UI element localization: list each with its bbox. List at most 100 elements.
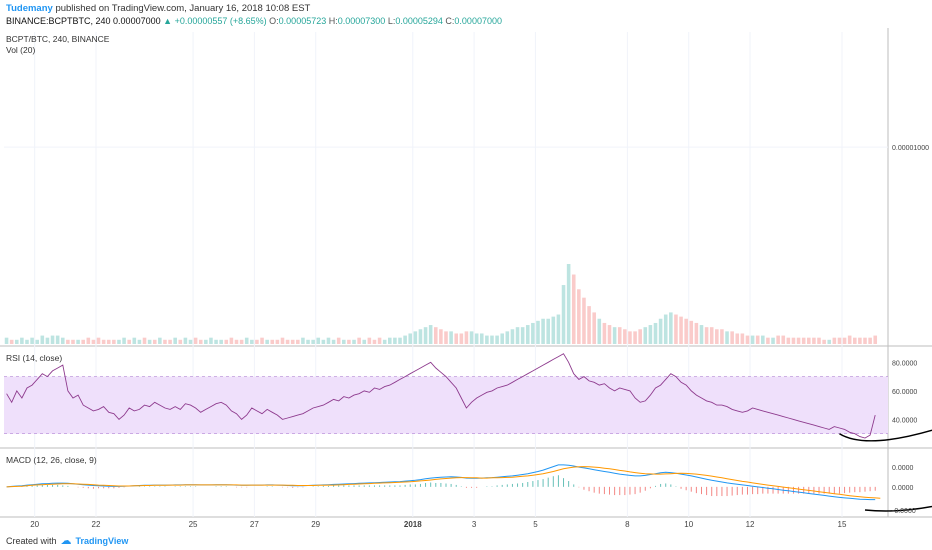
volume-bar xyxy=(525,325,530,344)
volume-bar xyxy=(515,327,520,344)
volume-bar xyxy=(847,335,852,344)
rsi-line xyxy=(6,353,876,439)
volume-bar xyxy=(183,337,188,344)
volume-bar xyxy=(352,339,356,344)
low-value: 0.00005294 xyxy=(395,16,443,26)
volume-bar xyxy=(96,337,101,344)
volume-bar xyxy=(398,337,402,344)
volume-bar xyxy=(296,339,300,344)
volume-bar xyxy=(311,339,315,344)
axes: 0.000150000.000140000.000130000.00012000… xyxy=(30,145,929,529)
volume-bar xyxy=(817,337,821,344)
volume-bar xyxy=(801,337,806,344)
macd-tick-label: 0.0000 xyxy=(892,485,914,492)
volume-bar xyxy=(715,329,719,344)
volume-bar xyxy=(362,339,367,344)
volume-bar xyxy=(342,339,346,344)
volume-bar xyxy=(505,331,510,344)
open-label: O: xyxy=(269,16,279,26)
volume-bar xyxy=(755,335,760,344)
macd-pane xyxy=(6,464,932,512)
time-tick-label: 29 xyxy=(311,520,320,529)
volume-bar xyxy=(428,325,433,344)
volume-bar xyxy=(285,339,290,344)
created-with-text: Created with xyxy=(6,535,57,546)
volume-bar xyxy=(745,335,750,344)
volume-bar xyxy=(674,314,678,344)
volume-bar xyxy=(827,339,832,344)
volume-bar xyxy=(439,329,443,344)
volume-bar xyxy=(173,337,177,344)
rsi-arc-annotation xyxy=(839,429,932,442)
volume-bar xyxy=(117,339,121,344)
volume-bar xyxy=(791,337,796,344)
volume-bar xyxy=(76,339,80,344)
volume-bar xyxy=(597,318,602,344)
volume-bar xyxy=(321,339,326,344)
volume-bar xyxy=(766,337,770,344)
volume-bar xyxy=(771,337,775,344)
volume-bar xyxy=(403,335,407,344)
high-value: 0.00007300 xyxy=(337,16,386,26)
volume-bar xyxy=(786,337,791,344)
volume-bar xyxy=(812,337,816,344)
volume-bar xyxy=(50,335,55,344)
footer: Created with ☁ TradingView xyxy=(6,534,128,547)
volume-bar xyxy=(40,335,45,344)
time-tick-label: 12 xyxy=(746,520,755,529)
volume-bar xyxy=(740,333,745,344)
volume-bar xyxy=(694,322,699,344)
volume-bar xyxy=(592,312,596,344)
volume-bar xyxy=(388,337,392,344)
volume-bar xyxy=(459,333,464,344)
volume-bar xyxy=(679,316,683,344)
volume-bar xyxy=(229,337,234,344)
time-tick-label: 10 xyxy=(684,520,693,529)
volume-bar xyxy=(255,339,259,344)
volume-bar xyxy=(485,335,489,344)
volume-bar xyxy=(469,331,474,344)
rsi-pane xyxy=(4,353,932,442)
volume-bar xyxy=(132,337,137,344)
volume-bar xyxy=(684,318,688,344)
volume-bar xyxy=(531,322,535,344)
volume-bar xyxy=(224,339,229,344)
volume-bar xyxy=(9,339,14,344)
low-label: L: xyxy=(387,16,396,26)
volume-bar xyxy=(587,306,591,344)
macd-line xyxy=(6,464,876,501)
rsi-tick-label: 60.0000 xyxy=(892,389,917,396)
author-link[interactable]: Tudemany xyxy=(6,3,53,14)
tradingview-logo-icon: ☁ xyxy=(60,535,72,547)
macd-tick-label: 0.0000 xyxy=(892,465,914,472)
volume-bar xyxy=(633,331,637,344)
volume-bar xyxy=(776,335,780,344)
tradingview-brand[interactable]: TradingView xyxy=(75,535,129,546)
volume-bar xyxy=(868,337,872,344)
volume-bar xyxy=(152,339,157,344)
volume-bar xyxy=(86,337,91,344)
volume-bar xyxy=(35,339,40,344)
volume-bar xyxy=(280,337,285,344)
volume-bar xyxy=(735,333,740,344)
volume-bar xyxy=(112,339,116,344)
volume-bar xyxy=(127,339,131,344)
volume-bar xyxy=(444,331,448,344)
volume-bar xyxy=(147,339,152,344)
volume-bar xyxy=(316,337,321,344)
volume-bar xyxy=(561,285,566,344)
volume-bar xyxy=(4,337,9,344)
volume-bar xyxy=(837,337,842,344)
volume-bar xyxy=(55,335,60,344)
volume-bar xyxy=(725,331,729,344)
volume-bar xyxy=(270,339,275,344)
volume-bar xyxy=(163,339,167,344)
volume-bar xyxy=(142,337,147,344)
volume-bar xyxy=(761,335,765,344)
rsi-tick-label: 80.0000 xyxy=(892,360,917,367)
volume-bar xyxy=(106,339,111,344)
volume-bar xyxy=(198,339,203,344)
volume-bar xyxy=(209,337,213,344)
volume-bar xyxy=(275,339,280,344)
